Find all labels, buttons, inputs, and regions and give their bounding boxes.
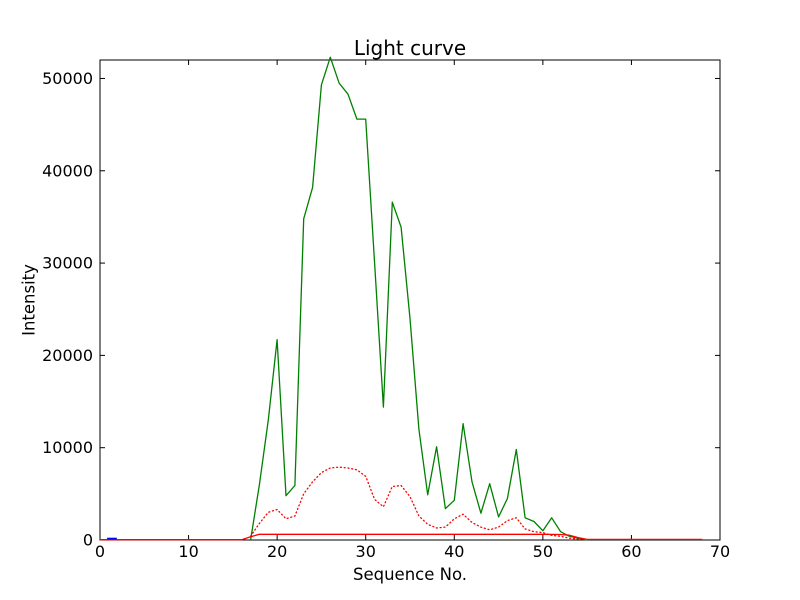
y-tick-label: 0 (83, 531, 93, 550)
y-tick-label: 50000 (42, 69, 93, 88)
y-tick-label: 30000 (42, 254, 93, 273)
y-tick-label: 20000 (42, 346, 93, 365)
y-tick-label: 10000 (42, 438, 93, 457)
x-tick-label: 0 (95, 542, 105, 561)
green-solid-line (249, 56, 588, 541)
x-axis-label: Sequence No. (352, 565, 468, 584)
x-tick-label: 40 (444, 542, 464, 561)
x-tick-label: 30 (356, 542, 376, 561)
x-tick-label: 10 (178, 542, 198, 561)
y-tick-label: 40000 (42, 161, 93, 180)
red-dotted-line (249, 466, 579, 540)
x-tick-label: 50 (533, 542, 553, 561)
plot-border (99, 59, 721, 541)
chart-title: Light curve (353, 36, 467, 60)
x-tick-label: 70 (710, 542, 730, 561)
x-tick-label: 20 (267, 542, 287, 561)
x-tick-label: 60 (621, 542, 641, 561)
red-solid-line (100, 533, 703, 541)
